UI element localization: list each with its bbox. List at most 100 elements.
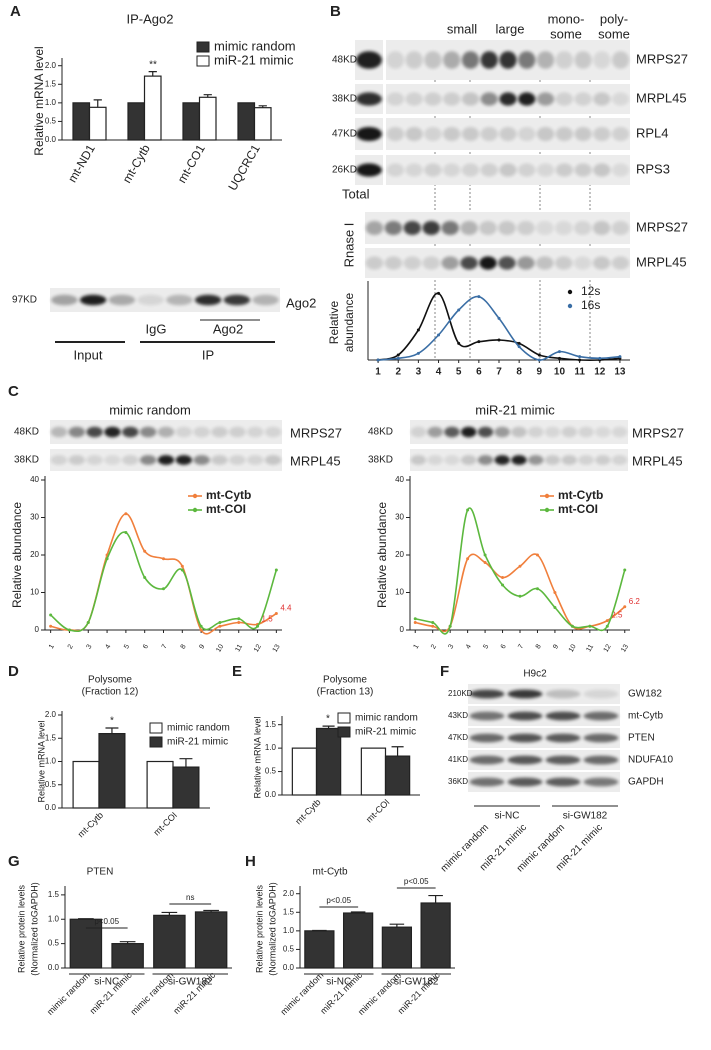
blot-band (175, 426, 193, 438)
bar (111, 943, 144, 969)
blot-band (460, 256, 478, 270)
blot-band (518, 126, 536, 142)
fraction-label: some (598, 26, 630, 41)
blot-band (139, 426, 157, 438)
bar (88, 106, 107, 141)
error-bar (105, 727, 119, 734)
blot-band (68, 455, 85, 465)
blot-size: 47KD (448, 733, 468, 742)
blot-size: 43KD (448, 711, 468, 720)
legend-label: mt-COI (558, 502, 598, 516)
chart-title: Polysome (88, 675, 132, 686)
data-point (86, 621, 90, 624)
y-tick-label: 0.0 (283, 963, 295, 972)
error-bar (93, 99, 102, 108)
data-point (180, 564, 184, 568)
legend-swatch (196, 55, 210, 67)
x-tick-label: 13 (620, 643, 630, 653)
legend-marker (544, 493, 550, 499)
blot-band (247, 426, 264, 438)
blot-band (386, 126, 405, 142)
data-label: 1.5 (262, 614, 274, 623)
blot-band (157, 455, 175, 465)
x-tick-label: 11 (574, 367, 585, 378)
data-point (162, 587, 165, 591)
total-label: Total (342, 186, 370, 201)
blot-band (460, 426, 477, 438)
bar (291, 747, 318, 796)
chart-title: Polysome (323, 675, 367, 686)
blot-band (356, 163, 382, 177)
blot-band (611, 92, 630, 106)
x-tick-label: 8 (516, 367, 522, 378)
blot-background (468, 728, 620, 748)
blot-band (365, 256, 384, 270)
blot-size: 210KD (448, 689, 473, 698)
blot-band (386, 51, 405, 69)
blot-band (544, 455, 561, 465)
y-tick-label: 30 (395, 513, 404, 522)
x-tick-label: 5 (482, 643, 490, 650)
x-tick-label: 7 (517, 643, 525, 650)
blot-band (593, 163, 611, 177)
x-tick-label: 10 (215, 643, 225, 653)
blot-band (356, 51, 382, 69)
y-tick-label: 0.5 (45, 117, 57, 126)
x-tick-label: mt-ND1 (65, 142, 98, 185)
y-tick-label: 0.0 (48, 963, 60, 972)
blot-band (264, 455, 282, 465)
data-point (618, 355, 622, 359)
panel-letter: F (440, 663, 449, 680)
x-tick-label: 7 (496, 367, 502, 378)
y-tick-label: 20 (395, 550, 404, 559)
annotation: p<0.05 (326, 896, 351, 905)
legend-swatch (149, 722, 163, 734)
y-tick-label: 0.5 (45, 780, 57, 789)
data-point (437, 333, 441, 337)
legend-label: mimic random (355, 713, 418, 724)
blot-band (405, 51, 423, 69)
blot-size: 48KD (332, 55, 357, 66)
x-tick-label: 3 (416, 367, 422, 378)
data-point (457, 308, 461, 312)
blot-band (460, 220, 478, 236)
x-tick-label: mt-Cytb (120, 142, 153, 186)
blot-size: 38KD (14, 455, 39, 466)
data-point (431, 624, 435, 628)
blot-band (480, 51, 498, 69)
blot-background (468, 750, 620, 770)
annotation: p<0.05 (94, 917, 119, 926)
group-label: IP (202, 347, 214, 362)
blot-band (79, 294, 107, 306)
x-tick-label: 13 (614, 367, 626, 378)
data-point (501, 583, 505, 587)
data-point (477, 340, 481, 344)
data-point (180, 568, 184, 572)
data-point (501, 576, 505, 579)
data-point (124, 512, 128, 516)
y-tick-label: 0.5 (283, 945, 295, 954)
group-label: si-GW182 (394, 977, 439, 988)
y-axis-label: Relative abundance (10, 502, 24, 608)
blot-band (555, 92, 573, 106)
blot-band (536, 256, 554, 270)
blot-background (468, 772, 620, 792)
data-line (50, 531, 278, 633)
y-tick-label: 2.0 (45, 61, 57, 70)
blot-band (443, 126, 461, 142)
blot-band (528, 426, 544, 438)
blot-band (444, 455, 460, 465)
blot-protein: MRPL45 (632, 453, 683, 468)
error-bar (258, 105, 267, 108)
blot-protein: MRPS27 (290, 425, 342, 440)
x-tick-label: 6 (142, 643, 150, 650)
y-axis-label: Relative abundance (375, 502, 389, 608)
x-tick-label: mt-Cytb (76, 810, 105, 839)
blot-size: 48KD (368, 427, 393, 438)
y-axis-label: Relative protein levels (16, 884, 26, 973)
y-axis-label: Relative (327, 301, 341, 345)
y-tick-label: 0.0 (45, 135, 57, 144)
data-point (605, 619, 609, 623)
blot-band (469, 711, 505, 721)
blot-protein: mt-Cytb (628, 711, 663, 722)
